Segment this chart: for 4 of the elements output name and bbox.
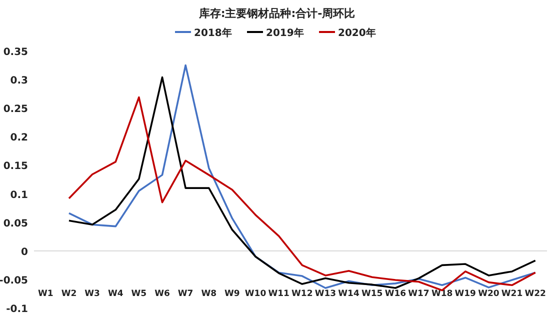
legend-label: 2018年: [194, 27, 232, 39]
legend-label: 2019年: [266, 27, 304, 39]
chart-title: 库存:主要钢材品种:合计-周环比: [198, 7, 356, 20]
legend-label: 2020年: [338, 27, 376, 39]
